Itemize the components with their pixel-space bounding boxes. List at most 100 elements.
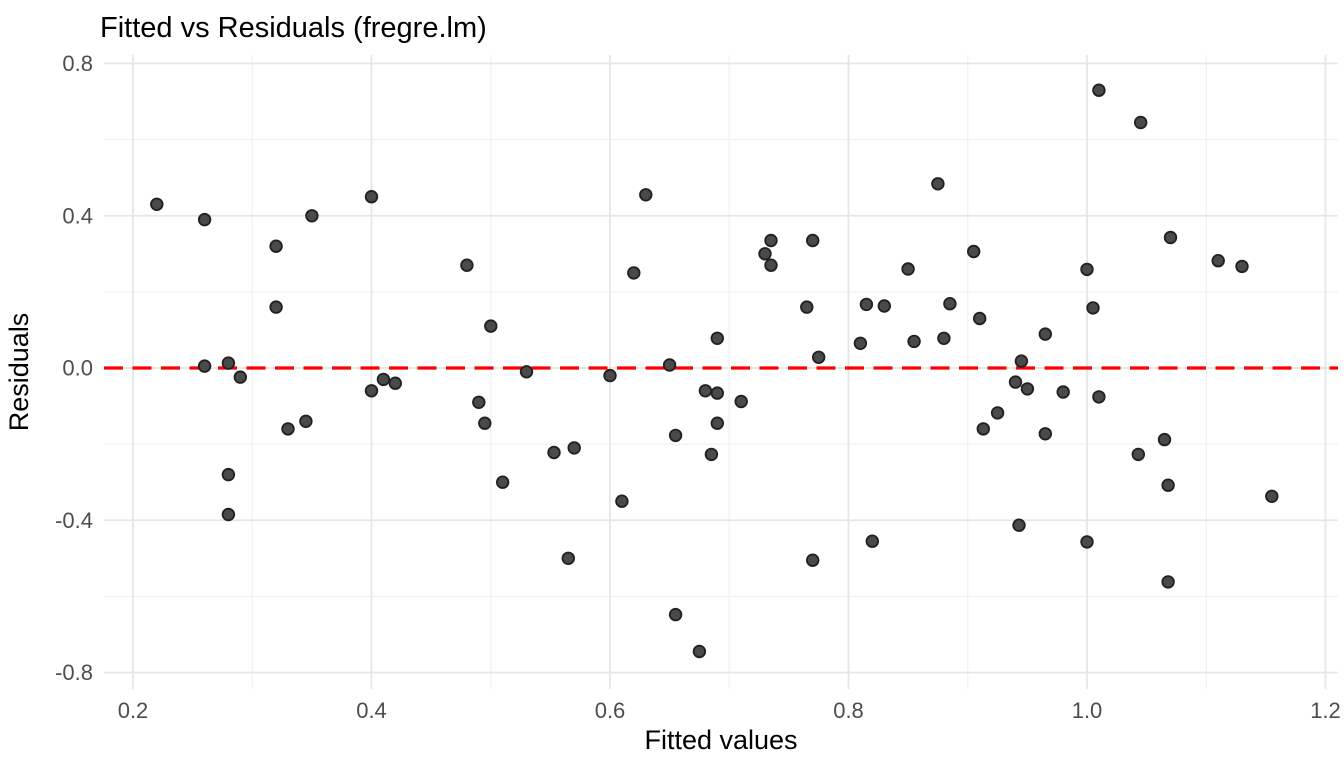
data-point xyxy=(710,416,725,430)
y-axis-title: Residuals xyxy=(4,313,34,432)
data-point xyxy=(734,394,748,409)
data-point xyxy=(150,197,164,212)
data-point xyxy=(603,368,617,383)
data-point xyxy=(901,262,915,276)
data-point xyxy=(710,386,725,400)
data-point xyxy=(615,494,629,508)
data-point xyxy=(1157,432,1172,447)
data-point xyxy=(1014,354,1029,368)
data-point xyxy=(567,441,581,455)
data-point xyxy=(388,376,403,390)
data-point xyxy=(1161,478,1175,492)
x-tick-label: 0.8 xyxy=(833,698,864,723)
data-point xyxy=(1131,447,1146,462)
x-tick-label: 1.0 xyxy=(1072,698,1103,723)
data-point xyxy=(1086,301,1100,315)
data-point xyxy=(1038,327,1053,341)
data-point xyxy=(1080,535,1094,549)
data-point xyxy=(221,507,236,522)
data-point xyxy=(1092,390,1106,404)
data-point xyxy=(269,239,283,253)
data-point xyxy=(1163,230,1178,245)
data-point xyxy=(1265,489,1279,504)
chart-title: Fitted vs Residuals (fregre.lm) xyxy=(100,12,487,44)
data-point xyxy=(800,300,814,314)
data-point xyxy=(1092,83,1106,97)
data-point xyxy=(1008,375,1023,389)
data-point xyxy=(197,359,212,373)
data-point xyxy=(547,445,561,460)
data-point xyxy=(662,358,677,372)
y-axis-tick-labels: 0.8 0.4 0.0 -0.4 -0.8 xyxy=(55,51,93,685)
data-point xyxy=(1211,254,1225,268)
data-point xyxy=(460,258,474,272)
data-point xyxy=(1038,427,1053,441)
data-point xyxy=(990,406,1005,420)
data-point xyxy=(299,414,313,429)
x-tick-label: 1.2 xyxy=(1310,698,1341,723)
data-point xyxy=(973,311,987,326)
data-point xyxy=(1080,262,1094,277)
gridlines-minor xyxy=(104,55,1338,689)
data-point xyxy=(967,244,981,259)
y-tick-label: 0.4 xyxy=(62,203,93,228)
data-point xyxy=(764,258,778,272)
x-tick-label: 0.6 xyxy=(595,698,626,723)
y-tick-label: 0.0 xyxy=(62,356,93,381)
data-point xyxy=(233,370,248,384)
data-point xyxy=(364,189,379,204)
data-point xyxy=(484,319,498,333)
x-tick-label: 0.2 xyxy=(118,698,149,723)
data-point xyxy=(943,297,957,311)
data-point xyxy=(668,607,683,622)
y-tick-label: -0.4 xyxy=(55,508,93,533)
data-point xyxy=(1056,385,1070,399)
data-point xyxy=(1161,575,1175,589)
data-point xyxy=(269,300,283,314)
data-point xyxy=(639,188,653,202)
data-point xyxy=(478,416,492,430)
data-point xyxy=(1020,382,1035,396)
data-point xyxy=(1235,259,1249,274)
data-point xyxy=(376,372,391,387)
x-axis-tick-labels: 0.2 0.4 0.6 0.8 1.0 1.2 xyxy=(118,698,1341,723)
data-point xyxy=(806,553,820,567)
data-point xyxy=(931,177,945,191)
data-points xyxy=(150,83,1279,659)
data-point xyxy=(692,644,707,659)
data-point xyxy=(668,428,683,443)
data-point xyxy=(806,233,820,248)
data-point xyxy=(758,247,772,261)
data-point xyxy=(1133,115,1148,130)
data-point xyxy=(859,297,874,312)
data-point xyxy=(907,334,921,349)
data-point xyxy=(627,266,641,280)
data-point xyxy=(812,350,826,365)
data-point xyxy=(281,422,295,436)
data-point xyxy=(976,422,991,436)
data-point xyxy=(561,551,576,566)
x-axis-title: Fitted values xyxy=(644,725,797,755)
data-point xyxy=(197,212,212,227)
data-point xyxy=(853,336,868,351)
data-point xyxy=(221,356,236,370)
y-tick-label: 0.8 xyxy=(62,51,93,76)
data-point xyxy=(710,331,725,346)
data-point xyxy=(221,467,236,482)
data-point xyxy=(865,534,880,548)
data-point xyxy=(472,395,486,410)
data-point xyxy=(704,447,719,462)
data-point xyxy=(305,209,319,223)
data-point xyxy=(496,475,510,489)
y-tick-label: -0.8 xyxy=(55,660,93,685)
data-point xyxy=(764,233,778,248)
data-point xyxy=(877,299,892,313)
gridlines-major xyxy=(104,55,1338,689)
data-point xyxy=(519,365,534,379)
data-point xyxy=(937,331,951,346)
data-point xyxy=(364,384,379,398)
data-point xyxy=(698,384,713,398)
x-tick-label: 0.4 xyxy=(356,698,387,723)
